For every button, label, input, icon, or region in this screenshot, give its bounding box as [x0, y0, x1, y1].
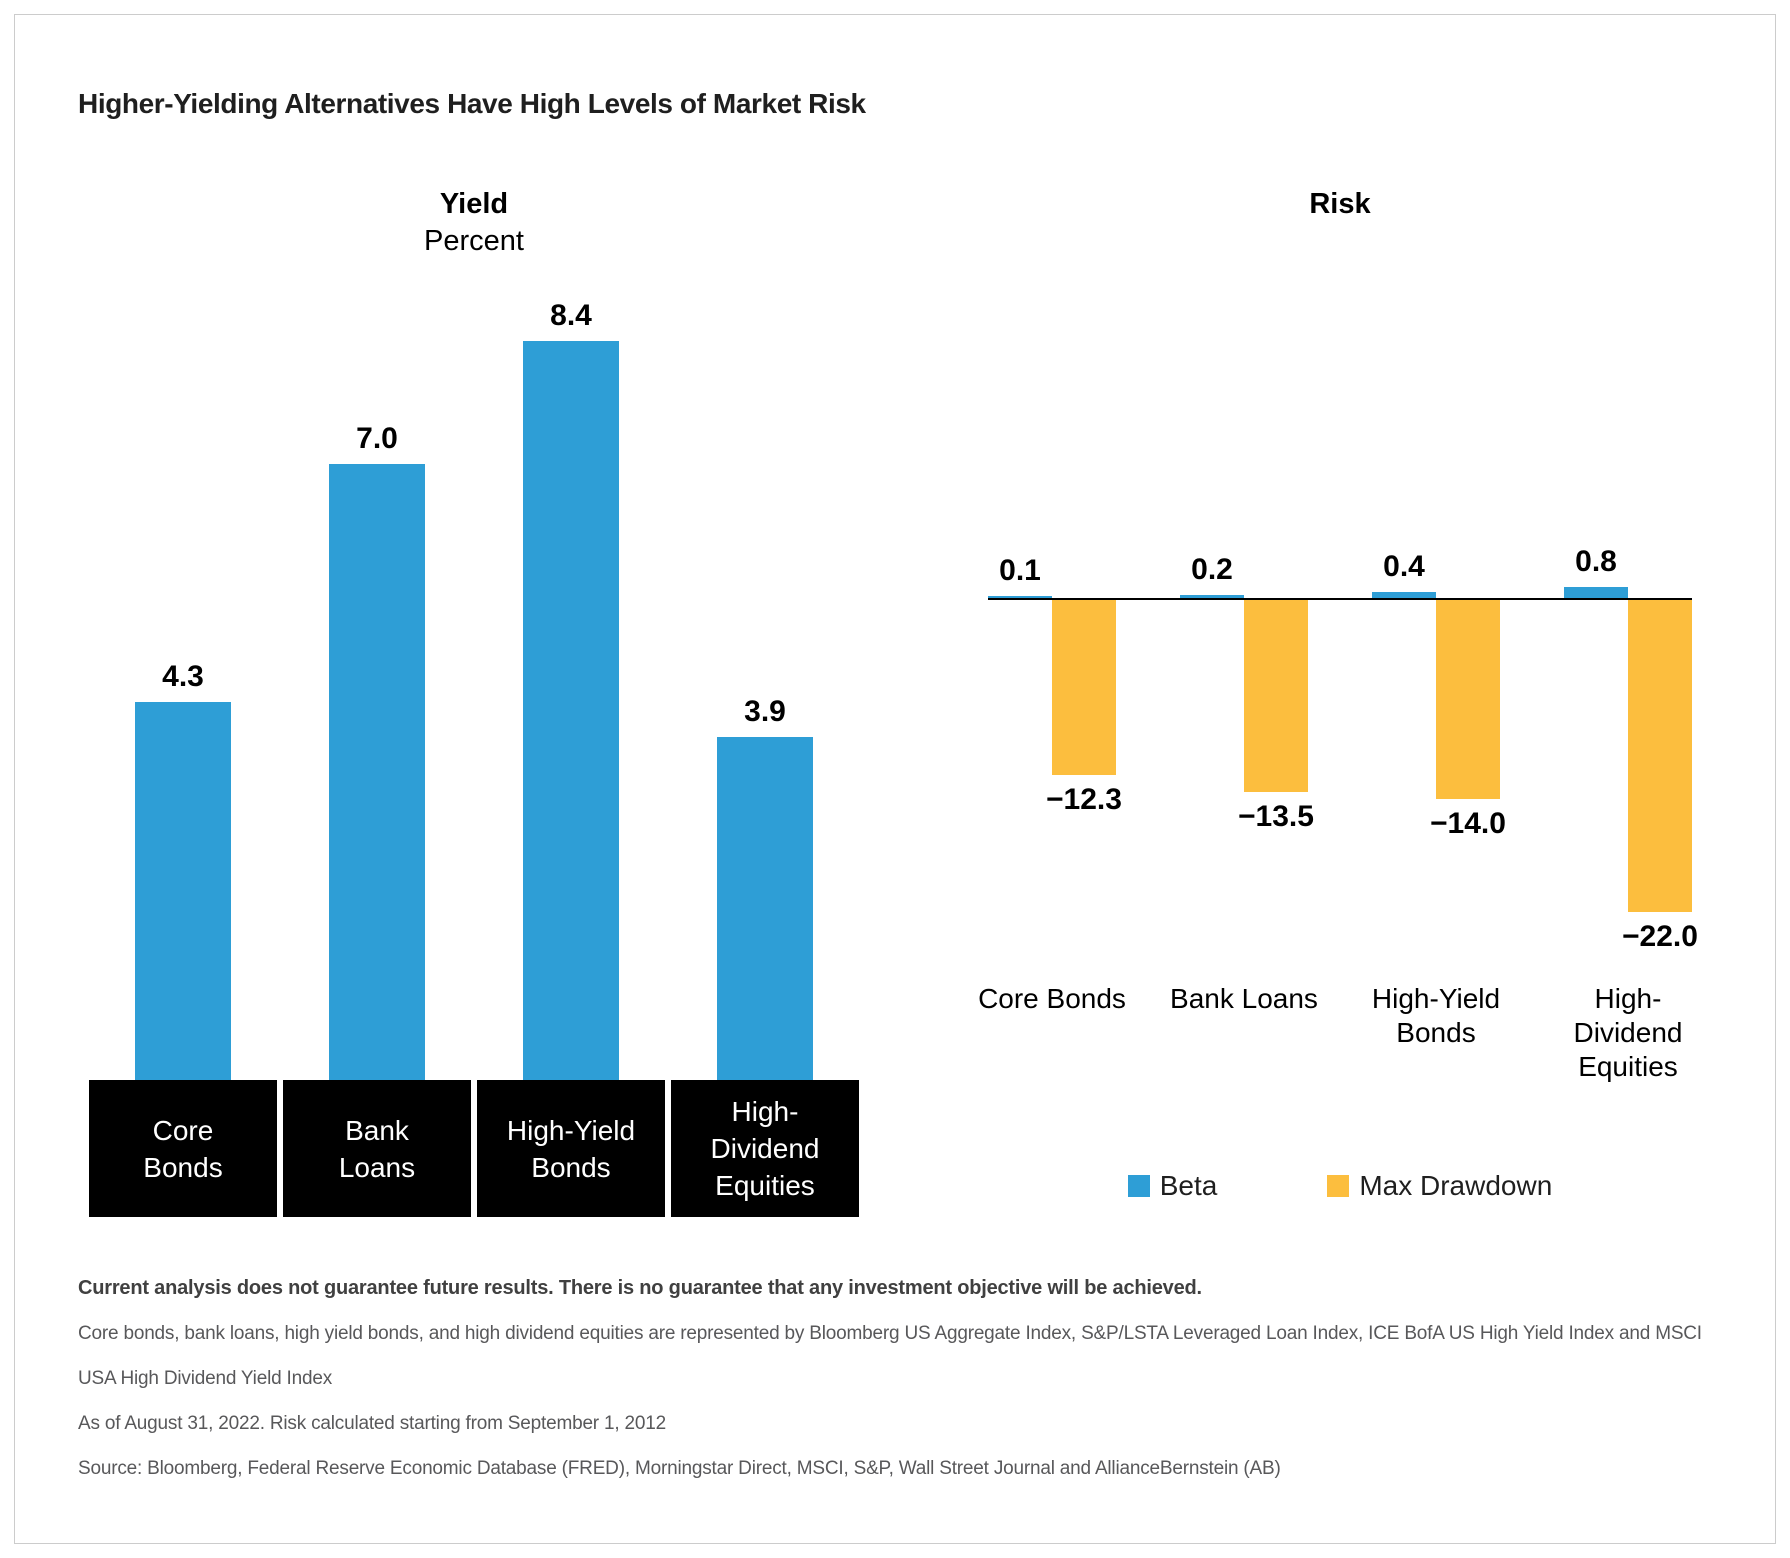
risk-drawdown-bar-high-dividend-equities	[1628, 600, 1692, 912]
yield-bar-high-yield-bonds	[523, 341, 619, 1080]
yield-value-label-core-bonds: 4.3	[162, 660, 204, 693]
risk-beta-bar-bank-loans	[1180, 595, 1244, 598]
risk-beta-bar-core-bonds	[988, 596, 1052, 598]
page-title: Higher-Yielding Alternatives Have High L…	[78, 88, 866, 119]
yield-value-label-high-yield-bonds: 8.4	[550, 299, 592, 332]
legend-label-max-drawdown: Max Drawdown	[1359, 1170, 1553, 1201]
risk-legend: Beta Max Drawdown	[988, 1170, 1692, 1202]
risk-drawdown-bar-bank-loans	[1244, 600, 1308, 792]
yield-bar-core-bonds	[135, 702, 231, 1080]
footnote-line: Core bonds, bank loans, high yield bonds…	[78, 1323, 1702, 1344]
yield-chart-subtitle: Percent	[424, 225, 524, 257]
risk-drawdown-label-bank-loans: −13.5	[1238, 800, 1314, 833]
risk-beta-label-high-yield-bonds: 0.4	[1383, 550, 1425, 583]
risk-category-label-bank-loans: Bank Loans	[1170, 983, 1318, 1014]
risk-zero-axis	[988, 598, 1692, 600]
risk-category-label-high-yield-bonds: High-Yield Bonds	[1371, 983, 1501, 1048]
yield-bar-bank-loans	[329, 464, 425, 1080]
risk-beta-bar-high-dividend-equities	[1564, 587, 1628, 598]
footnote-line: Source: Bloomberg, Federal Reserve Econo…	[78, 1458, 1281, 1479]
legend-item-beta: Beta	[1127, 1170, 1218, 1202]
yield-category-box-core-bonds: Core Bonds	[89, 1080, 277, 1217]
footnotes: Current analysis does not guarantee futu…	[78, 1266, 1702, 1491]
disclaimer-bold: Current analysis does not guarantee futu…	[78, 1277, 1202, 1299]
risk-drawdown-bar-core-bonds	[1052, 600, 1116, 775]
risk-beta-label-high-dividend-equities: 0.8	[1575, 545, 1617, 578]
legend-swatch-max-drawdown	[1327, 1175, 1350, 1197]
yield-category-box-high-dividend-equities: High- Dividend Equities	[671, 1080, 859, 1217]
legend-item-max-drawdown: Max Drawdown	[1327, 1170, 1552, 1202]
legend-swatch-beta	[1127, 1175, 1150, 1197]
risk-drawdown-bar-high-yield-bonds	[1436, 600, 1500, 799]
risk-chart-title: Risk	[1309, 188, 1371, 220]
yield-chart-header: Yield Percent	[89, 186, 859, 260]
risk-drawdown-label-high-yield-bonds: −14.0	[1430, 807, 1506, 840]
risk-category-label-high-dividend-equities: High- Dividend Equities	[1573, 983, 1683, 1082]
risk-drawdown-label-core-bonds: −12.3	[1046, 783, 1122, 816]
yield-category-box-bank-loans: Bank Loans	[283, 1080, 471, 1217]
yield-value-label-bank-loans: 7.0	[356, 422, 398, 455]
footnote-line: As of August 31, 2022. Risk calculated s…	[78, 1413, 667, 1434]
yield-chart-title: Yield	[439, 188, 509, 220]
footnote-line: USA High Dividend Yield Index	[78, 1368, 333, 1389]
yield-category-box-high-yield-bonds: High-Yield Bonds	[477, 1080, 665, 1217]
risk-category-label-core-bonds: Core Bonds	[978, 983, 1126, 1014]
risk-beta-label-core-bonds: 0.1	[999, 554, 1041, 587]
yield-value-label-high-dividend-equities: 3.9	[744, 695, 786, 728]
risk-drawdown-label-high-dividend-equities: −22.0	[1622, 920, 1698, 953]
risk-beta-label-bank-loans: 0.2	[1191, 553, 1233, 586]
legend-label-beta: Beta	[1159, 1170, 1218, 1201]
risk-chart-header: Risk	[988, 186, 1692, 223]
yield-bar-high-dividend-equities	[717, 737, 813, 1080]
risk-beta-bar-high-yield-bonds	[1372, 592, 1436, 598]
